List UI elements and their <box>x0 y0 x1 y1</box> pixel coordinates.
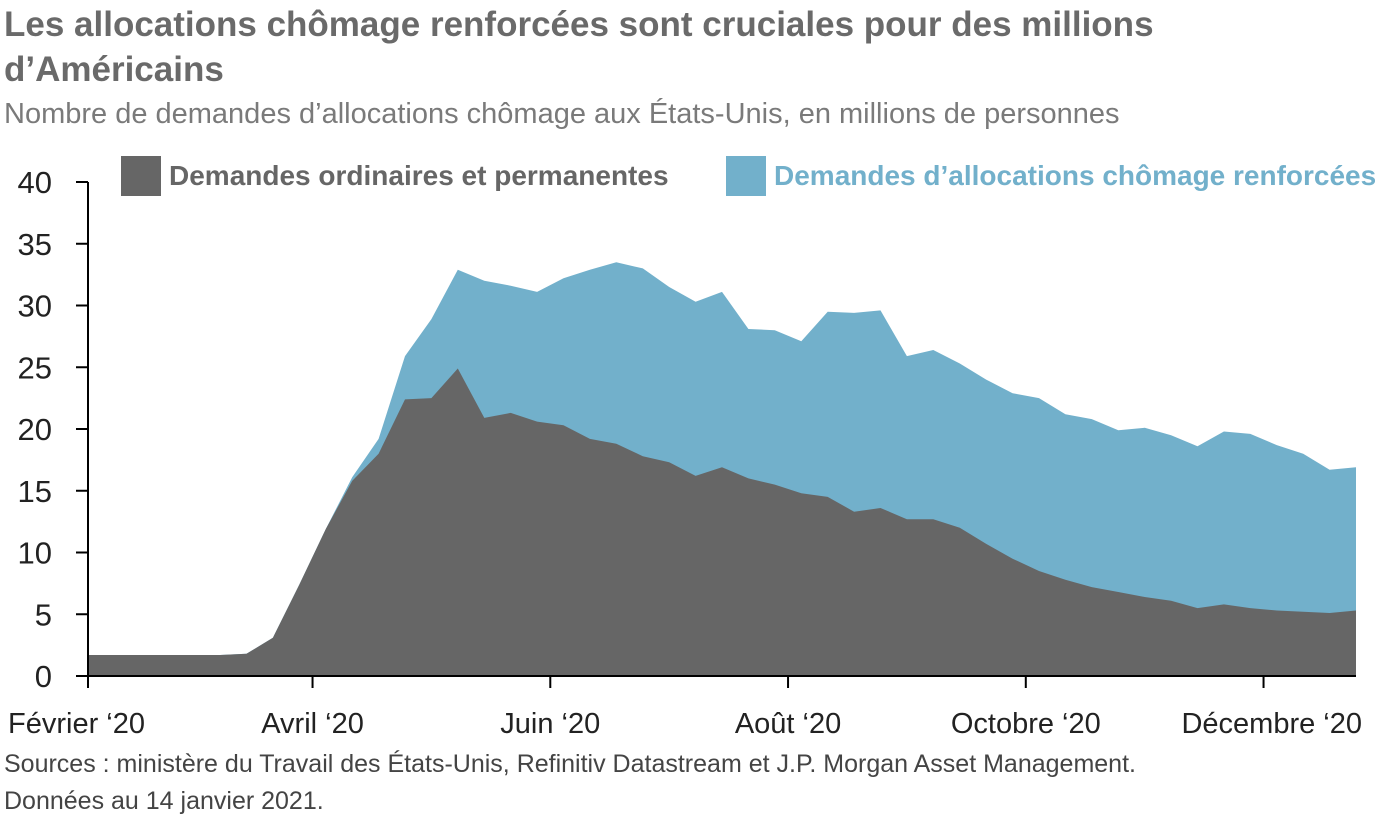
y-tick-label: 0 <box>35 659 52 694</box>
area-layer <box>88 262 1356 676</box>
chart-subtitle: Nombre de demandes d’allocations chômage… <box>4 98 1120 130</box>
y-tick-label: 15 <box>18 474 52 509</box>
legend-label-enhanced: Demandes d’allocations chômage renforcée… <box>774 160 1375 191</box>
legend-label-ordinary: Demandes ordinaires et permanentes <box>169 160 669 191</box>
legend-swatch-ordinary <box>121 156 161 196</box>
x-tick-label: Décembre ‘20 <box>1181 708 1362 740</box>
legend-item-ordinary: Demandes ordinaires et permanentes <box>121 156 669 196</box>
legend-item-enhanced: Demandes d’allocations chômage renforcée… <box>726 156 1375 196</box>
legend-swatch-enhanced <box>726 156 766 196</box>
y-tick-label: 40 <box>18 165 52 200</box>
y-tick-label: 10 <box>18 536 52 571</box>
x-tick-label: Août ‘20 <box>735 708 841 740</box>
source-note: Sources : ministère du Travail des États… <box>4 746 1136 820</box>
source-line-2: Données au 14 janvier 2021. <box>4 787 324 815</box>
x-tick-label: Juin ‘20 <box>500 708 600 740</box>
axes-layer: 0 5 10 15 20 25 30 35 40 Février ‘20 Avril ‘20 Juin… <box>8 165 1362 740</box>
y-tick-label: 5 <box>35 597 52 632</box>
source-line-1: Sources : ministère du Travail des États… <box>4 750 1136 778</box>
chart-title: Les allocations chômage renforcées sont … <box>4 5 1154 89</box>
x-tick-label: Avril ‘20 <box>261 708 364 740</box>
y-tick-label: 35 <box>18 227 52 262</box>
y-tick-label: 20 <box>18 412 52 447</box>
x-tick-label: Février ‘20 <box>8 708 145 740</box>
y-tick-label: 30 <box>18 289 52 324</box>
x-tick-label: Octobre ‘20 <box>951 708 1101 740</box>
y-tick-label: 25 <box>18 350 52 385</box>
area-ordinary-claims <box>88 368 1356 676</box>
